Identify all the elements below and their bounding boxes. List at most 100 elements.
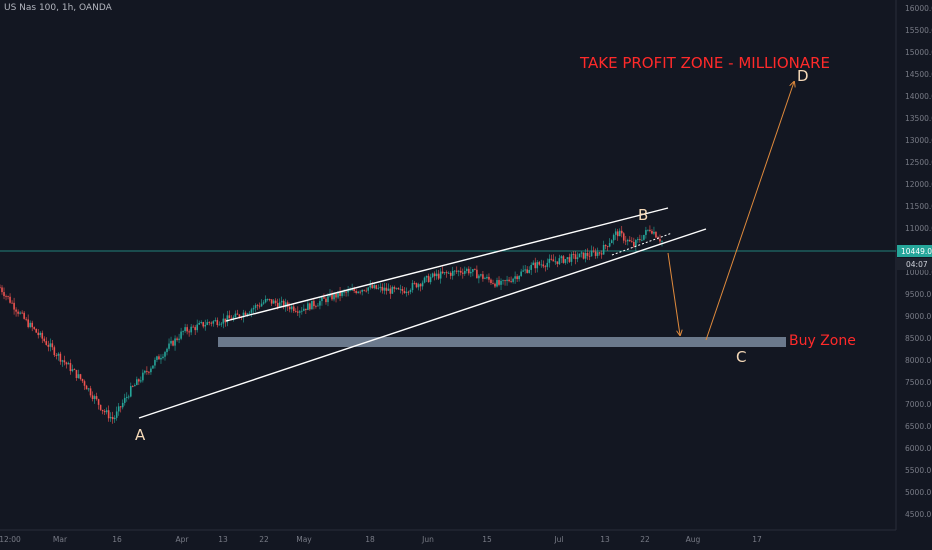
candle-body (107, 410, 110, 419)
candle-body (548, 258, 551, 263)
candle-body (417, 284, 420, 288)
candle-body (453, 270, 456, 272)
candle-body (154, 359, 156, 366)
candle-body (367, 287, 370, 291)
candle-body (69, 363, 72, 372)
candle-body (212, 321, 215, 324)
candle-body (204, 324, 207, 327)
candle-body (482, 274, 484, 279)
candle-body (268, 299, 271, 300)
candle-body (506, 279, 508, 281)
candle-body (19, 312, 21, 314)
candle-body (335, 293, 337, 298)
candle-body (504, 280, 506, 282)
countdown-badge (897, 258, 932, 270)
candle-body (11, 302, 13, 304)
candle-body (15, 309, 17, 312)
candle-body (425, 275, 428, 278)
candle-body (13, 302, 15, 310)
price-tick-label: 12500.0 (905, 158, 932, 167)
candle-body (119, 406, 122, 408)
candle-body (383, 287, 386, 291)
candle-body (202, 322, 205, 327)
label-d[interactable]: D (797, 67, 809, 85)
candle-body (518, 275, 520, 280)
candle-body (610, 240, 613, 244)
candle-body (238, 314, 241, 318)
candle-body (639, 239, 641, 241)
candle-body (303, 308, 305, 311)
take-profit-text[interactable]: TAKE PROFIT ZONE - MILLIONARE (579, 54, 830, 72)
candle-body (411, 282, 414, 291)
price-tick-label: 13500.0 (905, 114, 932, 123)
channel-lower-line[interactable] (138, 228, 707, 419)
candle-body (616, 231, 619, 237)
candle-body (528, 269, 530, 273)
candle-body (71, 369, 74, 372)
time-axis[interactable]: 12:00 Mar 16 Apr 13 22 May 18 Jun 15 Jul 13 22 Aug 17 (0, 535, 762, 544)
candle-body (45, 341, 48, 345)
candle-body (97, 399, 100, 405)
candle-body (250, 309, 253, 313)
inner-trend-line[interactable] (611, 232, 673, 256)
price-tick-label: 10000.0 (905, 268, 932, 277)
price-axis[interactable]: 16000.0 15500.0 15000.0 14500.0 14000.0 13500… (905, 4, 932, 519)
candle-body (1, 287, 3, 293)
label-c[interactable]: C (736, 348, 746, 366)
candle-body (0, 287, 1, 289)
price-tick-label: 11000.0 (905, 224, 932, 233)
candle-body (162, 356, 164, 359)
candle-body (91, 395, 94, 400)
candle-body (23, 312, 25, 319)
label-b[interactable]: B (638, 206, 648, 224)
price-tick-label: 5500.0 (905, 466, 931, 475)
candle-body (190, 326, 192, 333)
candle-body (421, 282, 424, 287)
candle-body (47, 344, 50, 347)
candle-body (457, 270, 460, 272)
candle-body (99, 404, 102, 410)
candle-body (522, 270, 524, 272)
candle-body (244, 312, 247, 316)
candle-body (451, 270, 454, 276)
candle-body (248, 312, 251, 314)
candle-body (166, 348, 168, 353)
candle-body (79, 374, 82, 379)
candle-body (353, 289, 355, 291)
arrow-down-to-c[interactable] (667, 252, 680, 335)
candle-body (81, 378, 84, 382)
candle-body (568, 257, 571, 262)
candle-body (546, 262, 549, 267)
candle-body (480, 274, 482, 276)
candle-body (117, 406, 120, 412)
buy-zone-text[interactable]: Buy Zone (789, 333, 856, 349)
candle-body (109, 417, 112, 419)
candle-body (319, 301, 321, 306)
candle-body (176, 338, 178, 340)
buy-zone-rect[interactable] (218, 337, 786, 347)
candle-body (29, 322, 31, 328)
candle-body (121, 402, 124, 408)
candle-body (51, 343, 54, 348)
candle-body (600, 253, 603, 255)
candle-body (455, 270, 458, 272)
candle-body (576, 257, 579, 260)
candle-body (146, 370, 148, 372)
price-tick-label: 12000.0 (905, 180, 932, 189)
candle-body (647, 229, 649, 231)
candle-body (653, 231, 655, 234)
price-tick-label: 7500.0 (905, 378, 931, 387)
channel-upper-line[interactable] (225, 207, 669, 322)
candle-body (236, 313, 239, 315)
price-tick-label: 14000.0 (905, 92, 932, 101)
candle-body (643, 234, 645, 240)
candle-body (5, 296, 7, 297)
symbol-title[interactable]: US Nas 100, 1h, OANDA (4, 3, 112, 13)
label-a[interactable]: A (135, 426, 146, 444)
arrow-up-to-d[interactable] (705, 82, 794, 341)
candle-body (158, 356, 160, 360)
candle-body (136, 379, 138, 386)
price-tick-label: 15000.0 (905, 48, 932, 57)
candle-body (441, 271, 444, 274)
